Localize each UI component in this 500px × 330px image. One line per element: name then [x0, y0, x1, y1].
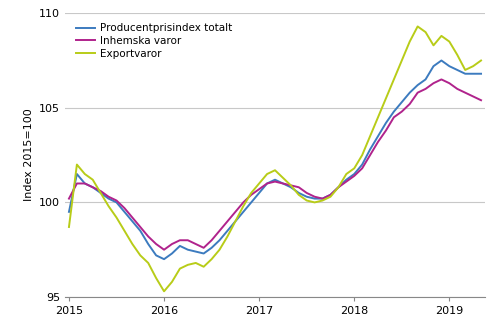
Line: Exportvaror: Exportvaror: [69, 26, 481, 291]
Exportvaror: [66, 225, 72, 229]
Producentprisindex totalt: [478, 72, 484, 76]
Y-axis label: Index 2015=100: Index 2015=100: [24, 109, 34, 202]
Producentprisindex totalt: [312, 197, 318, 201]
Exportvaror: [414, 24, 420, 28]
Inhemska varor: [161, 248, 167, 252]
Exportvaror: [312, 200, 318, 204]
Producentprisindex totalt: [344, 178, 349, 182]
Inhemska varor: [336, 185, 342, 189]
Producentprisindex totalt: [66, 210, 72, 214]
Exportvaror: [478, 58, 484, 62]
Producentprisindex totalt: [161, 257, 167, 261]
Exportvaror: [185, 263, 191, 267]
Producentprisindex totalt: [320, 197, 326, 201]
Line: Producentprisindex totalt: Producentprisindex totalt: [69, 60, 481, 259]
Inhemska varor: [391, 115, 397, 119]
Producentprisindex totalt: [391, 110, 397, 114]
Inhemska varor: [66, 197, 72, 201]
Producentprisindex totalt: [185, 248, 191, 252]
Producentprisindex totalt: [438, 58, 444, 62]
Inhemska varor: [320, 197, 326, 201]
Legend: Producentprisindex totalt, Inhemska varor, Exportvaror: Producentprisindex totalt, Inhemska varo…: [74, 21, 235, 61]
Inhemska varor: [185, 238, 191, 242]
Producentprisindex totalt: [336, 185, 342, 189]
Inhemska varor: [438, 78, 444, 82]
Line: Inhemska varor: Inhemska varor: [69, 80, 481, 250]
Exportvaror: [336, 185, 342, 189]
Exportvaror: [320, 199, 326, 203]
Inhemska varor: [344, 180, 349, 183]
Exportvaror: [391, 78, 397, 82]
Inhemska varor: [312, 195, 318, 199]
Inhemska varor: [478, 98, 484, 102]
Exportvaror: [161, 289, 167, 293]
Exportvaror: [344, 172, 349, 176]
